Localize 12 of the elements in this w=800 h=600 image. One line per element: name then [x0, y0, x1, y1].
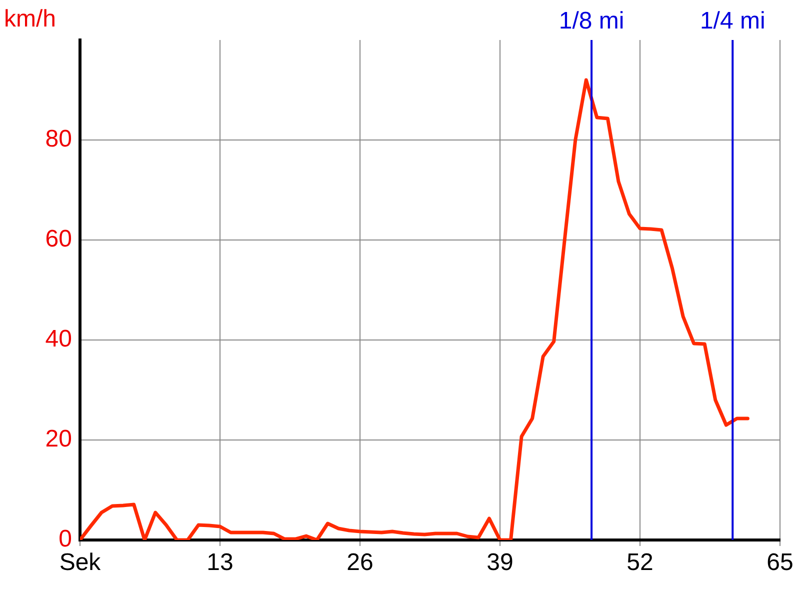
- ref-line-label: 1/8 mi: [558, 8, 624, 35]
- y-tick-label: 80: [45, 126, 72, 153]
- x-tick-label: 52: [626, 549, 654, 576]
- y-tick-label: 20: [45, 426, 72, 453]
- x-tick-label: 13: [206, 549, 234, 576]
- x-tick-label: 26: [346, 549, 374, 576]
- y-tick-label: 60: [45, 226, 72, 253]
- y-axis-title: km/h: [4, 6, 56, 33]
- x-tick-label: 65: [766, 549, 794, 576]
- ref-line-label: 1/4 mi: [700, 8, 766, 35]
- x-tick-label: 39: [486, 549, 514, 576]
- y-tick-label: 40: [45, 326, 72, 353]
